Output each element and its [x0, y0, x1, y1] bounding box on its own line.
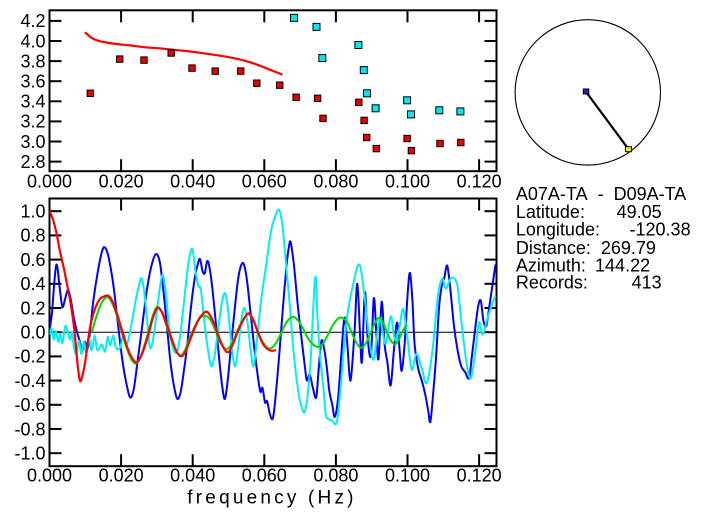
svg-text:0.8: 0.8	[20, 226, 45, 246]
svg-text:Latitude:: Latitude:	[516, 202, 585, 222]
svg-text:0.100: 0.100	[385, 466, 430, 486]
svg-text:4.2: 4.2	[20, 11, 45, 31]
svg-text:3.4: 3.4	[20, 92, 45, 112]
svg-text:0.120: 0.120	[457, 172, 502, 192]
svg-text:Records:: Records:	[516, 273, 588, 293]
svg-text:-0.4: -0.4	[14, 371, 45, 391]
svg-text:1.0: 1.0	[20, 202, 45, 222]
svg-text:3.2: 3.2	[20, 112, 45, 132]
svg-text:0.6: 0.6	[20, 250, 45, 270]
svg-text:0.020: 0.020	[99, 466, 144, 486]
svg-text:frequency (Hz): frequency (Hz)	[187, 488, 356, 509]
svg-text:3.8: 3.8	[20, 51, 45, 71]
svg-text:0.040: 0.040	[170, 172, 215, 192]
svg-text:0.000: 0.000	[27, 466, 72, 486]
svg-text:0.040: 0.040	[170, 466, 215, 486]
svg-text:3.6: 3.6	[20, 72, 45, 92]
svg-text:-120.38: -120.38	[630, 220, 691, 240]
svg-text:Longitude:: Longitude:	[516, 220, 600, 240]
svg-text:2.8: 2.8	[20, 152, 45, 172]
svg-text:0.0: 0.0	[20, 323, 45, 343]
svg-text:0.100: 0.100	[385, 172, 430, 192]
svg-text:0.080: 0.080	[313, 466, 358, 486]
svg-text:0.000: 0.000	[27, 172, 72, 192]
svg-text:-0.8: -0.8	[14, 419, 45, 439]
svg-text:-0.6: -0.6	[14, 395, 45, 415]
svg-text:269.79: 269.79	[601, 238, 656, 258]
svg-text:413: 413	[632, 273, 662, 293]
svg-text:0.060: 0.060	[242, 466, 287, 486]
svg-text:0.080: 0.080	[313, 172, 358, 192]
svg-text:-0.2: -0.2	[14, 347, 45, 367]
svg-text:Distance:: Distance:	[516, 238, 591, 258]
svg-text:0.2: 0.2	[20, 298, 45, 318]
svg-text:Azimuth:: Azimuth:	[516, 256, 586, 276]
svg-text:0.120: 0.120	[457, 466, 502, 486]
svg-text:-1.0: -1.0	[14, 444, 45, 464]
svg-text:3.0: 3.0	[20, 132, 45, 152]
svg-text:49.05: 49.05	[617, 202, 662, 222]
svg-text:144.22: 144.22	[595, 256, 650, 276]
svg-text:0.4: 0.4	[20, 274, 45, 294]
svg-text:0.060: 0.060	[242, 172, 287, 192]
svg-text:0.020: 0.020	[99, 172, 144, 192]
svg-text:4.0: 4.0	[20, 31, 45, 51]
svg-text:A07A-TA - D09A-TA: A07A-TA - D09A-TA	[516, 184, 686, 204]
